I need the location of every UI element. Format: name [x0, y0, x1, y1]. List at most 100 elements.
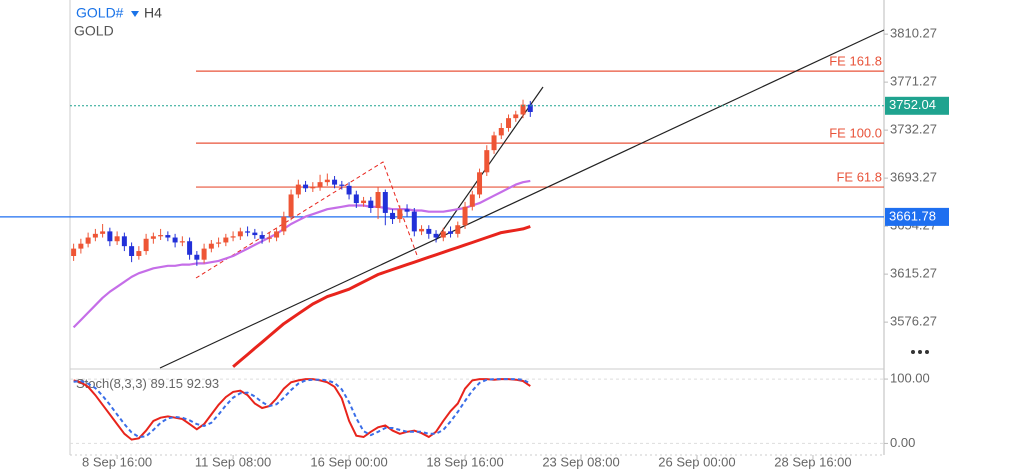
candle-body	[324, 179, 330, 183]
candle-body	[107, 231, 113, 242]
fibo-expansion-drawing	[195, 161, 419, 279]
indicator-legend: Stoch(8,3,3) 89.15 92.93	[76, 376, 219, 391]
candle-body	[230, 236, 236, 238]
more-menu[interactable]	[911, 350, 929, 354]
candle-body	[303, 184, 309, 189]
candle-body	[216, 242, 222, 244]
y-tick-label: 3771.27	[890, 74, 937, 89]
candle-body	[477, 172, 483, 195]
fibo-level-label: FE 61.8	[836, 170, 882, 185]
y-tick-label: 3693.27	[890, 170, 937, 185]
candle-body	[266, 237, 272, 239]
moving-average	[72, 179, 531, 329]
current-price-tag	[885, 96, 949, 115]
candle-body	[462, 206, 468, 226]
candle-body	[404, 209, 410, 212]
candle-body	[165, 235, 171, 238]
candle-body	[245, 231, 251, 233]
candle-body	[288, 194, 294, 217]
y-tick-label: 3576.27	[890, 314, 937, 329]
candle-body	[71, 248, 77, 256]
candle-body	[346, 185, 352, 195]
current-price-label: 3752.04	[889, 97, 936, 112]
candle-body	[433, 233, 439, 238]
candle-body	[368, 200, 374, 208]
candle-body	[411, 211, 417, 232]
x-tick-label: 23 Sep 08:00	[542, 454, 619, 469]
candle-body	[310, 187, 316, 189]
candle-body	[281, 216, 287, 232]
candle-body	[121, 236, 127, 247]
candle-body	[143, 238, 149, 252]
y-tick-label: 100.00	[890, 371, 930, 386]
candle-body	[92, 233, 98, 238]
candle-body	[129, 246, 135, 256]
candle-body	[527, 104, 533, 112]
candle-body	[208, 243, 214, 249]
trendline	[159, 29, 885, 369]
x-tick-label: 18 Sep 16:00	[426, 454, 503, 469]
candle-body	[419, 228, 425, 232]
candle-body	[237, 231, 243, 237]
y-tick-label: 3615.27	[890, 266, 937, 281]
candle-body	[506, 118, 512, 128]
candle-body	[179, 241, 185, 243]
y-tick-label: 0.00	[890, 435, 915, 450]
candle-body	[332, 179, 338, 185]
candle-body	[390, 212, 396, 220]
candle-body	[85, 237, 91, 244]
stochastic-line	[73, 378, 531, 441]
candle-body	[491, 135, 497, 151]
candle-body	[426, 228, 432, 234]
symbol-description: GOLD	[74, 23, 114, 39]
candle-body	[498, 128, 504, 136]
indicator-name: Stoch(8,3,3)	[76, 376, 147, 391]
line-price-tag	[885, 207, 949, 226]
indicator-value: 92.93	[187, 376, 220, 391]
candle-body	[274, 231, 280, 238]
candle-body	[78, 243, 84, 249]
candle-body	[513, 114, 519, 119]
candle-body	[317, 182, 323, 188]
candle-body	[484, 150, 490, 173]
fibo-level-label: FE 100.0	[829, 126, 882, 141]
symbol[interactable]: GOLD#	[76, 5, 124, 21]
candle-body	[201, 248, 207, 260]
y-tick-label: 3732.27	[890, 122, 937, 137]
candle-body	[187, 241, 193, 255]
fibo-level-label: FE 161.8	[829, 54, 882, 69]
candle-body	[448, 231, 454, 234]
candle-body	[440, 231, 446, 238]
timeframe: H4	[144, 5, 162, 21]
trendlines	[159, 29, 885, 369]
x-tick-label: 11 Sep 08:00	[195, 454, 271, 469]
indicator-value: 89.15	[150, 376, 183, 391]
symbol-dropdown-icon[interactable]	[131, 11, 139, 17]
moving-average	[232, 225, 531, 368]
candle-body	[194, 254, 200, 260]
candle-body	[339, 184, 345, 186]
candle-body	[136, 251, 142, 256]
x-tick-label: 28 Sep 16:00	[774, 454, 851, 469]
candle-body	[114, 236, 120, 242]
x-tick-label: 8 Sep 16:00	[82, 454, 152, 469]
candle-body	[397, 209, 403, 220]
candle-body	[455, 225, 461, 234]
candle-body	[520, 104, 526, 115]
x-tick-label: 26 Sep 00:00	[658, 454, 735, 469]
candle-body	[172, 237, 178, 243]
candle-body	[469, 194, 475, 207]
y-tick-label: 3810.27	[890, 26, 937, 41]
candle-body	[382, 192, 388, 213]
candle-body	[375, 192, 381, 208]
candle-body	[259, 235, 265, 239]
candle-body	[353, 194, 359, 204]
candle-body	[100, 231, 106, 234]
candle-body	[150, 236, 156, 239]
candle-body	[158, 235, 164, 237]
candle-body	[223, 237, 229, 243]
candle-body	[252, 232, 258, 236]
x-tick-label: 16 Sep 00:00	[310, 454, 387, 469]
candle-body	[295, 184, 301, 195]
